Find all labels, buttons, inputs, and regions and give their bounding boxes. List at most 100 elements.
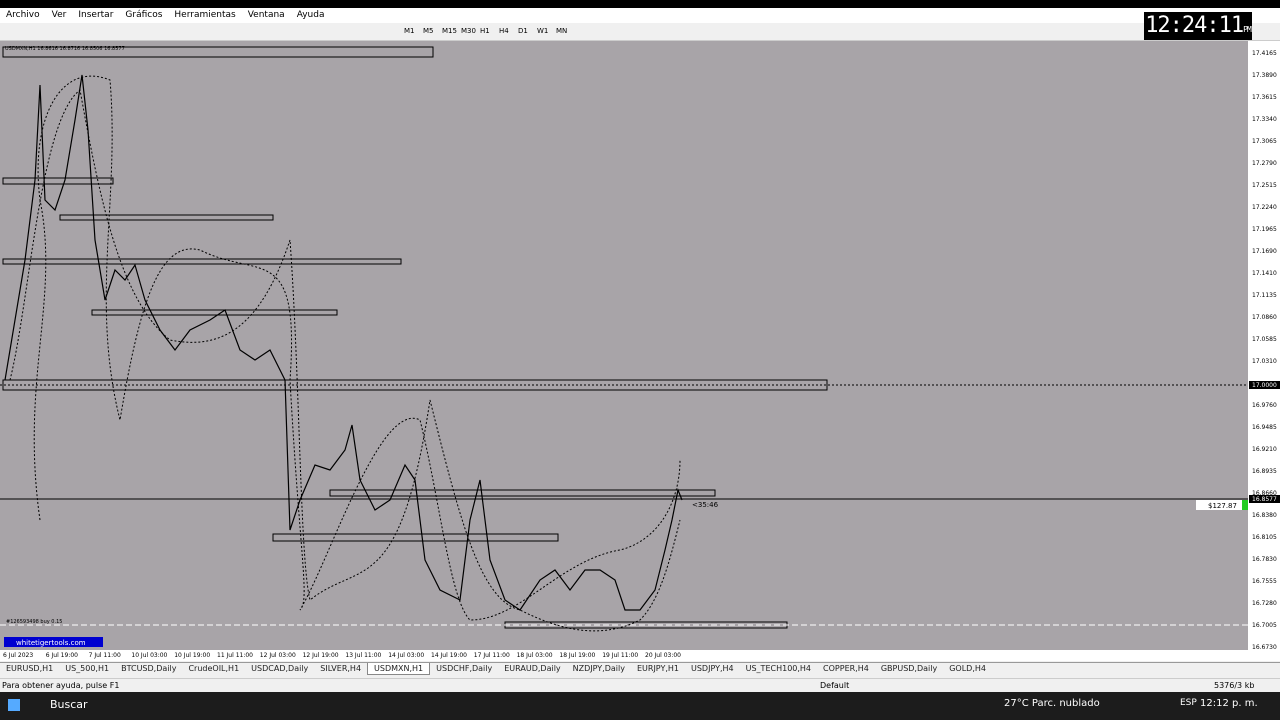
price-label: 17.3615 [1252,94,1277,101]
timeframe-button[interactable]: D1 [518,27,528,35]
clock: 12:24:11PM [1144,12,1252,40]
timeframe-button[interactable]: W1 [537,27,549,35]
time-label: 10 Jul 03:00 [131,652,167,659]
price-label: 16.9760 [1252,402,1277,409]
chart-tab[interactable]: EURAUD,Daily [504,664,561,673]
price-label: 16.7830 [1252,556,1277,563]
price-label: 17.0860 [1252,314,1277,321]
time-label: 11 Jul 11:00 [217,652,253,659]
timeframe-button[interactable]: M30 [461,27,476,35]
chart-header: USDMXN,H1 16.8616 16.8716 16.8506 16.857… [5,46,125,52]
watermark: whitetigertools.com [16,639,86,647]
time-label: 7 Jul 11:00 [89,652,121,659]
chart-tab[interactable]: USDJPY,H4 [690,664,734,673]
price-label: 17.1410 [1252,270,1277,277]
chart-tab[interactable]: GBPUSD,Daily [880,664,938,673]
level-label: 17.0000 [1252,382,1277,389]
time-label: 12 Jul 19:00 [303,652,339,659]
status-traffic: 5376/3 kb [1214,681,1255,690]
time-label: 10 Jul 19:00 [174,652,210,659]
time-label: 18 Jul 19:00 [559,652,595,659]
price-label: 16.9485 [1252,424,1277,431]
menu-item[interactable]: Gráficos [125,10,163,20]
timeframe-button[interactable]: MN [556,27,568,35]
time-label: 20 Jul 03:00 [645,652,681,659]
profit: $127.87 [1208,502,1237,510]
price-label: 17.3340 [1252,116,1277,123]
price-label: 17.1965 [1252,226,1277,233]
price-label: 17.3890 [1252,72,1277,79]
timeframe-button[interactable]: M15 [442,27,457,35]
time-label: 14 Jul 19:00 [431,652,467,659]
price-label: 17.2240 [1252,204,1277,211]
menu-item[interactable]: Ayuda [296,10,325,20]
start-button[interactable] [8,699,20,711]
watermark-box [4,637,103,647]
taskbar-lang[interactable]: ESP [1180,698,1197,708]
time-scale [0,650,1248,661]
chart-tab[interactable]: CrudeOIL,H1 [188,664,240,673]
menu-bar: Archivo Ver Insertar Gráficos Herramientas Ve… [0,8,1280,23]
chart-area [0,41,1248,650]
chart-tabs: EURUSD,H1 US_500,H1 BTCUSD,Daily CrudeOIL,H… [0,662,1280,679]
timeframe-button[interactable]: H1 [480,27,490,35]
status-bar: Para obtener ayuda, pulse F1 Default 537… [0,678,1280,693]
chart-tab[interactable]: GOLD,H4 [949,664,986,673]
price-scale [1248,41,1280,661]
price-label: 16.6730 [1252,644,1277,651]
menu-item[interactable]: Insertar [78,10,114,20]
taskbar-search[interactable]: Buscar [50,698,88,711]
menu-item[interactable]: Ver [51,10,67,20]
status-help: Para obtener ayuda, pulse F1 [2,681,120,690]
countdown: <35:46 [692,501,719,509]
profit-box [1196,500,1242,510]
taskbar: Buscar 27°C Parc. nublado ESP 12:12 p. m… [0,692,1280,720]
menu-item[interactable]: Archivo [6,10,40,20]
chart-tab[interactable]: US_TECH100,H4 [745,664,812,673]
chart-tab[interactable]: USDCHF,Daily [436,664,493,673]
timeframe-button[interactable]: M5 [423,27,434,35]
time-label: 6 Jul 2023 [3,652,33,659]
chart-tab[interactable]: BTCUSD,Daily [121,664,177,673]
timeframe-button[interactable]: M1 [404,27,415,35]
price-label: 17.3065 [1252,138,1277,145]
price-label: 17.1135 [1252,292,1277,299]
status-profile: Default [820,681,850,690]
level-tag [1249,381,1280,389]
price-label: 16.9210 [1252,446,1277,453]
taskbar-time[interactable]: 12:12 p. m. [1200,698,1258,709]
chart-tab[interactable]: SILVER,H4 [320,664,362,673]
time-label: 18 Jul 03:00 [517,652,553,659]
chart-tab[interactable]: NZDJPY,Daily [572,664,625,673]
current-price-tag [1249,495,1280,503]
profit-marker [1242,500,1248,510]
current-price: 16.8577 [1252,496,1277,503]
price-label: 17.2515 [1252,182,1277,189]
price-label: 17.0310 [1252,358,1277,365]
time-label: 14 Jul 03:00 [388,652,424,659]
price-label: 17.2790 [1252,160,1277,167]
taskbar-weather[interactable]: 27°C Parc. nublado [1004,698,1100,709]
price-label: 16.8105 [1252,534,1277,541]
clock-time: 12:24:11 [1145,13,1244,38]
chart-tab[interactable]: COPPER,H4 [823,664,869,673]
menu-item[interactable]: Ventana [247,10,285,20]
chart-tab[interactable]: US_500,H1 [65,664,110,673]
timeframe-button[interactable]: H4 [499,27,509,35]
chart-tab[interactable]: USDMXN,H1 [367,663,431,675]
time-label: 12 Jul 03:00 [260,652,296,659]
price-label: 16.8380 [1252,512,1277,519]
price-candles [4,74,683,611]
price-label: 16.8935 [1252,468,1277,475]
time-label: 13 Jul 11:00 [345,652,381,659]
price-label: 16.7555 [1252,578,1277,585]
clock-ampm: PM [1243,25,1252,34]
chart-tab[interactable]: EURUSD,H1 [6,664,54,673]
time-label: 19 Jul 11:00 [602,652,638,659]
chart: 17.4165 17.3890 17.3615 17.3340 17.3065 17.27… [0,41,1280,661]
time-label: 17 Jul 11:00 [474,652,510,659]
chart-tab[interactable]: EURJPY,H1 [636,664,679,673]
menu-item[interactable]: Herramientas [174,10,236,20]
chart-tab[interactable]: USDCAD,Daily [251,664,309,673]
